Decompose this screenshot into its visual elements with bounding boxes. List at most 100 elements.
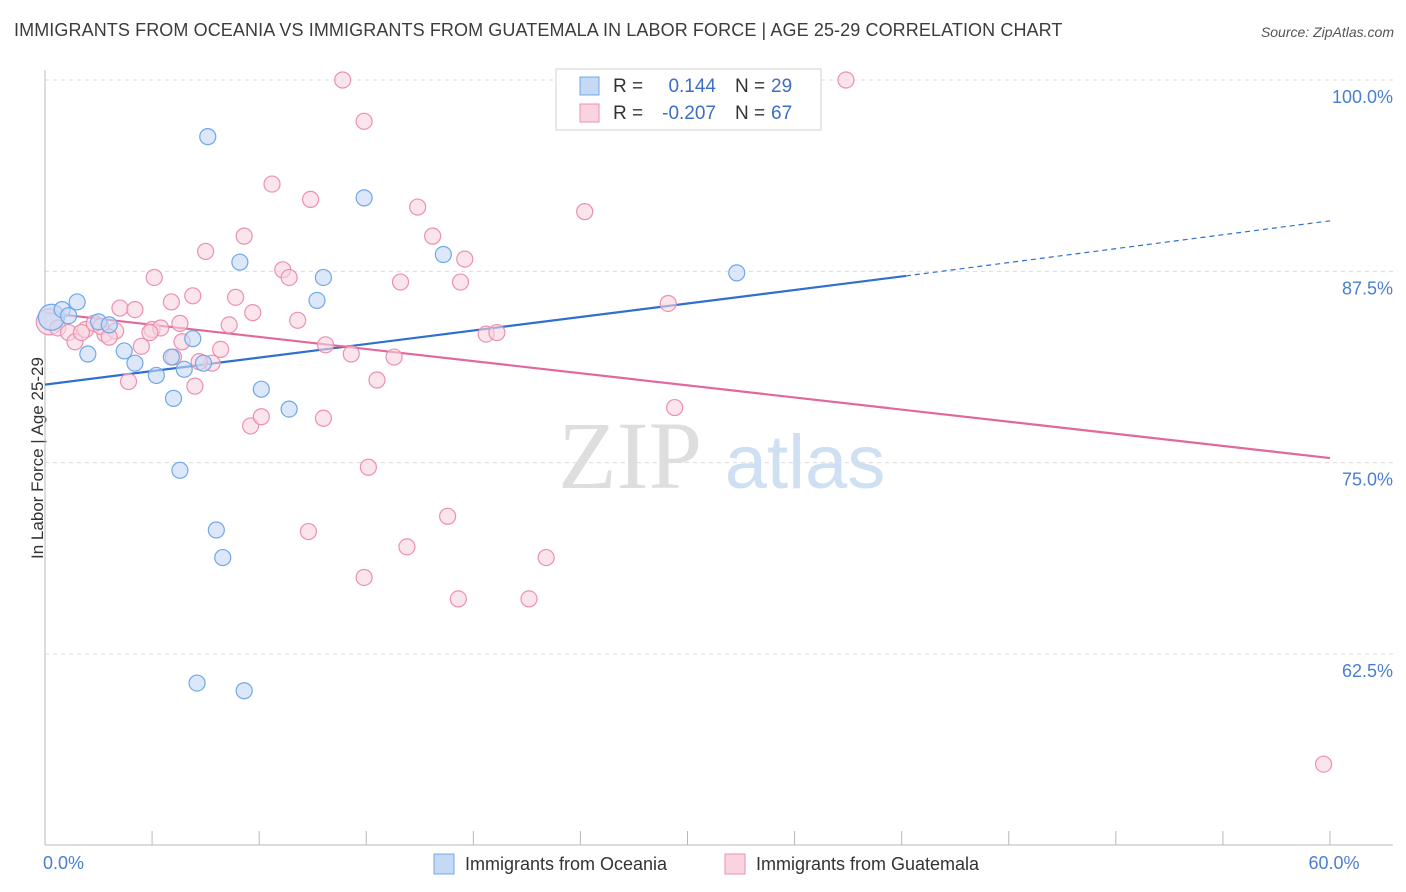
point-guatemala bbox=[659, 294, 677, 313]
point-guatemala bbox=[449, 590, 467, 608]
point-guatemala bbox=[171, 314, 189, 332]
point-oceania bbox=[147, 366, 165, 385]
legend-r-label-oceania: R = bbox=[613, 76, 643, 97]
point-guatemala bbox=[359, 458, 377, 476]
point-guatemala bbox=[666, 398, 684, 417]
point-oceania bbox=[434, 245, 452, 264]
axes bbox=[44, 70, 1393, 846]
point-guatemala bbox=[391, 273, 410, 291]
bottom-legend-label-guatemala: Immigrants from Guatemala bbox=[756, 854, 980, 874]
point-guatemala bbox=[1314, 755, 1333, 773]
legend-n-value-oceania: 29 bbox=[771, 76, 792, 97]
point-guatemala bbox=[184, 287, 202, 305]
point-guatemala bbox=[132, 337, 150, 355]
data-points bbox=[35, 71, 1333, 773]
point-guatemala bbox=[334, 71, 352, 89]
point-oceania bbox=[207, 521, 225, 539]
point-oceania bbox=[214, 548, 232, 567]
point-oceania bbox=[728, 264, 746, 282]
legend-swatch-guatemala bbox=[579, 103, 600, 123]
gridlines bbox=[45, 79, 1393, 655]
point-guatemala bbox=[355, 568, 373, 587]
legend-r-value-oceania: 0.144 bbox=[668, 76, 716, 97]
point-guatemala bbox=[227, 288, 245, 306]
trend-line-guatemala bbox=[44, 311, 1331, 460]
stats-legend: R = 0.144 N = 29 R = -0.207 N = 67 bbox=[555, 68, 822, 131]
y-tick-label: 87.5% bbox=[1342, 278, 1393, 298]
point-guatemala bbox=[186, 377, 204, 395]
point-guatemala bbox=[342, 345, 360, 363]
point-guatemala bbox=[316, 336, 335, 354]
point-oceania bbox=[308, 291, 326, 310]
y-tick-label: 100.0% bbox=[1332, 87, 1393, 107]
point-guatemala bbox=[197, 242, 215, 261]
point-oceania bbox=[162, 348, 180, 366]
y-tick-label: 75.0% bbox=[1342, 470, 1393, 490]
point-oceania bbox=[314, 268, 333, 287]
point-oceania bbox=[199, 128, 217, 146]
point-guatemala bbox=[162, 293, 180, 311]
x-tick-label: 0.0% bbox=[43, 853, 84, 873]
watermark-zip: ZIP bbox=[558, 402, 702, 509]
point-oceania bbox=[252, 380, 270, 398]
point-guatemala bbox=[537, 548, 555, 567]
point-guatemala bbox=[289, 311, 307, 329]
point-guatemala bbox=[424, 227, 442, 245]
trend-line-oceania bbox=[44, 274, 907, 386]
tick-labels: 100.0% 87.5% 75.0% 62.5% 0.0% 60.0% bbox=[43, 87, 1393, 873]
point-guatemala bbox=[141, 323, 159, 342]
point-guatemala bbox=[235, 227, 253, 245]
point-oceania bbox=[68, 293, 86, 311]
watermark-atlas: atlas bbox=[725, 420, 886, 505]
point-guatemala bbox=[409, 198, 427, 216]
point-guatemala bbox=[145, 268, 163, 287]
point-oceania bbox=[231, 253, 249, 271]
point-guatemala bbox=[299, 522, 318, 541]
bottom-legend-swatch-oceania bbox=[433, 853, 455, 875]
point-guatemala bbox=[368, 371, 386, 389]
series-legend: Immigrants from Oceania Immigrants from … bbox=[433, 853, 980, 875]
point-guatemala bbox=[212, 340, 230, 358]
bottom-legend-swatch-guatemala bbox=[724, 853, 746, 875]
trend-line-extension-oceania bbox=[905, 220, 1331, 277]
point-guatemala bbox=[111, 299, 129, 317]
point-oceania bbox=[184, 330, 202, 348]
point-oceania bbox=[171, 461, 189, 479]
chart-title: IMMIGRANTS FROM OCEANIA VS IMMIGRANTS FR… bbox=[14, 20, 1063, 40]
source-credit: Source: ZipAtlas.com bbox=[1260, 24, 1394, 40]
point-guatemala bbox=[119, 372, 138, 391]
point-guatemala bbox=[301, 190, 320, 208]
point-guatemala bbox=[72, 323, 91, 342]
point-guatemala bbox=[451, 273, 470, 291]
point-oceania bbox=[79, 345, 97, 363]
point-oceania bbox=[59, 307, 78, 325]
legend-swatch-oceania bbox=[579, 76, 600, 96]
point-oceania bbox=[194, 354, 213, 372]
point-guatemala bbox=[837, 71, 855, 89]
point-guatemala bbox=[126, 301, 144, 319]
point-oceania bbox=[280, 400, 298, 418]
legend-n-value-guatemala: 67 bbox=[771, 103, 792, 124]
point-oceania bbox=[164, 389, 183, 407]
legend-r-value-guatemala: -0.207 bbox=[662, 103, 716, 124]
point-guatemala bbox=[456, 250, 474, 268]
point-guatemala bbox=[355, 112, 373, 130]
point-guatemala bbox=[398, 538, 416, 556]
watermark: ZIP atlas bbox=[558, 402, 885, 509]
point-oceania bbox=[355, 189, 373, 207]
point-guatemala bbox=[439, 507, 457, 525]
point-guatemala bbox=[314, 409, 333, 427]
bottom-legend-label-oceania: Immigrants from Oceania bbox=[465, 854, 668, 874]
point-oceania bbox=[175, 360, 193, 378]
point-guatemala bbox=[280, 268, 298, 287]
point-guatemala bbox=[263, 175, 281, 193]
point-guatemala bbox=[488, 323, 506, 342]
point-oceania bbox=[188, 674, 206, 692]
x-tick-label: 60.0% bbox=[1308, 853, 1359, 873]
point-oceania bbox=[115, 342, 133, 360]
point-guatemala bbox=[576, 203, 594, 221]
point-guatemala bbox=[244, 304, 262, 322]
legend-r-label-guatemala: R = bbox=[613, 103, 643, 124]
legend-n-label-oceania: N = bbox=[735, 76, 765, 97]
